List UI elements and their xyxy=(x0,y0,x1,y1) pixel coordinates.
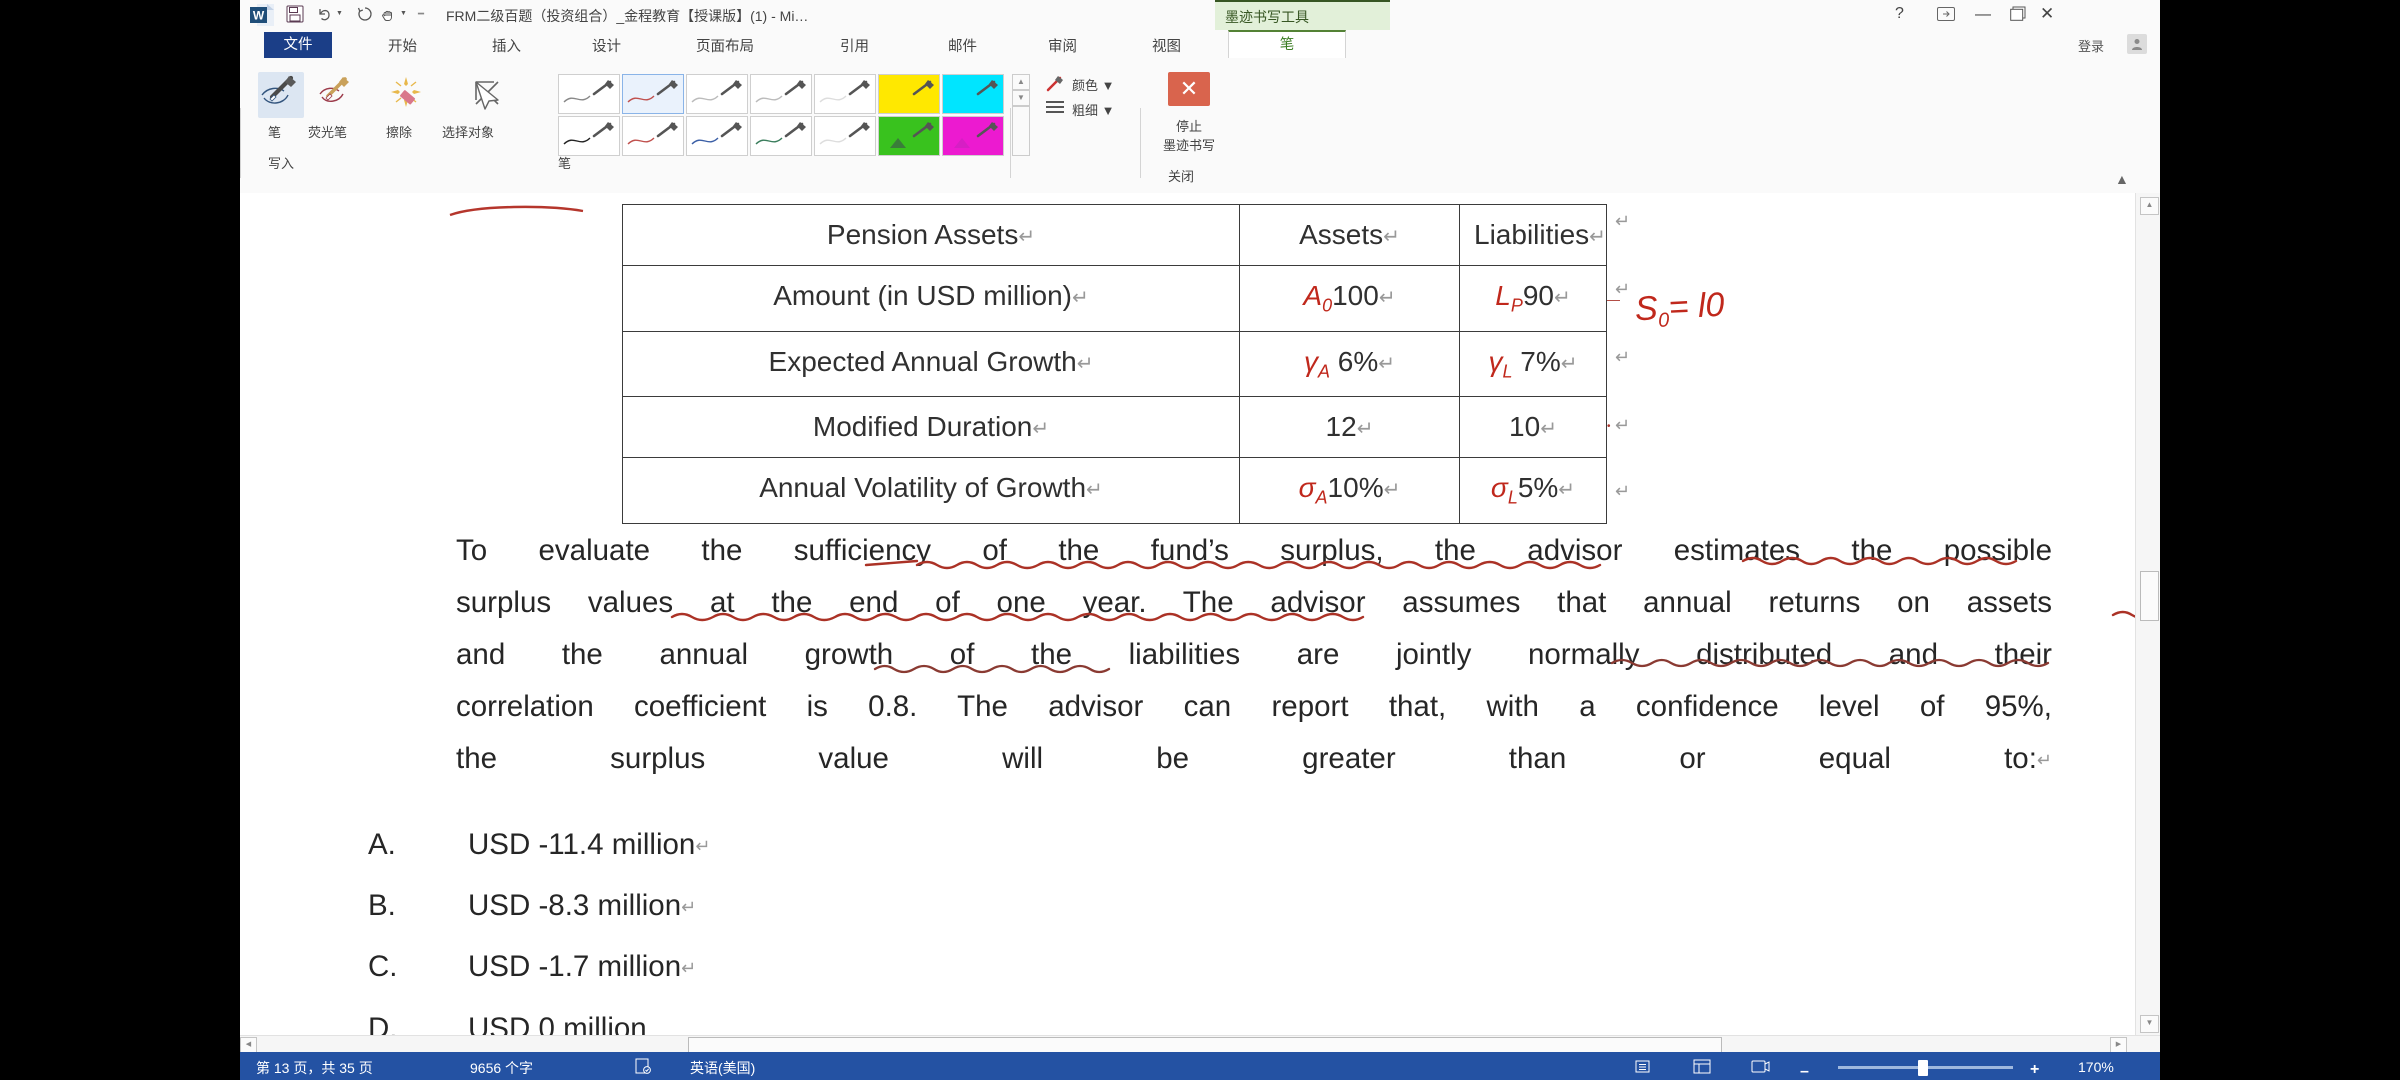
svg-text:W: W xyxy=(253,9,265,23)
